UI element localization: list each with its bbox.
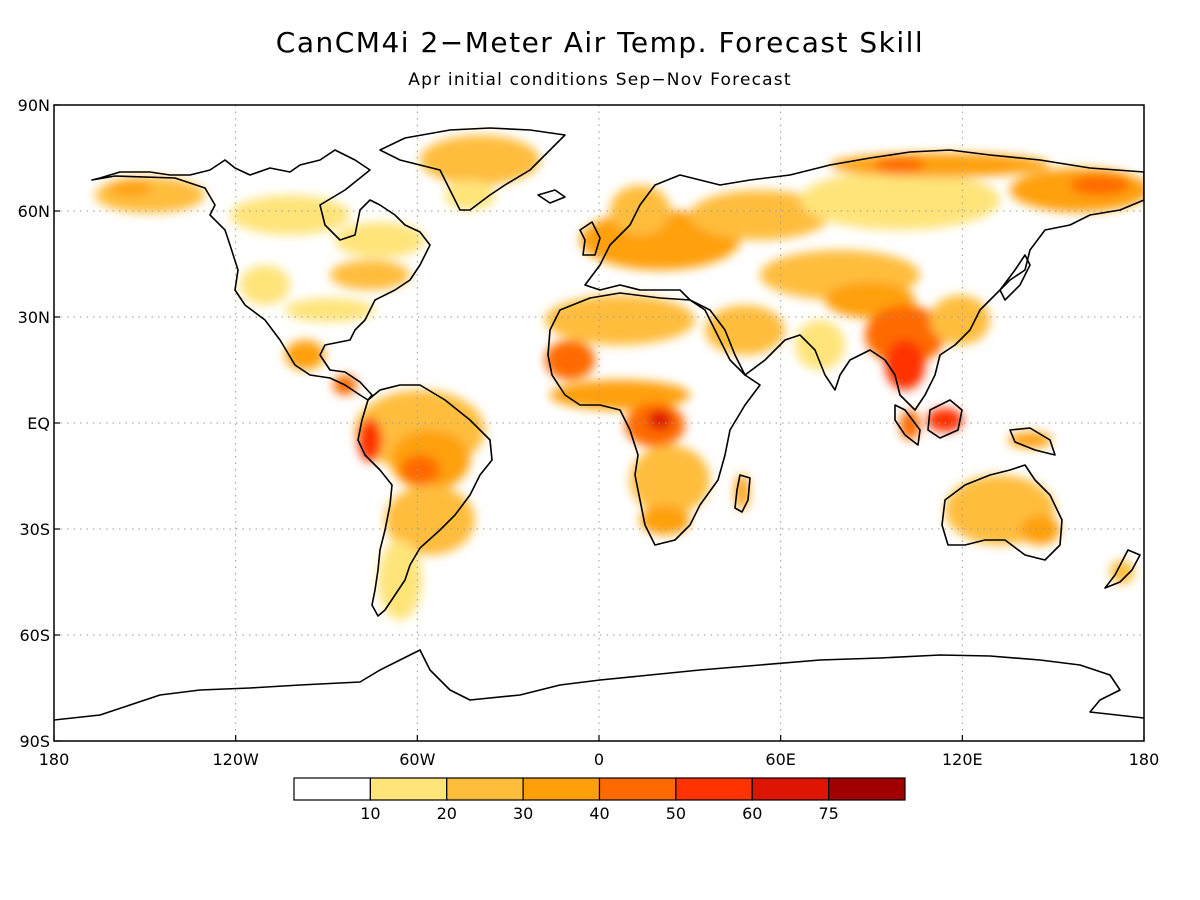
lon-tick-label: 120W (212, 750, 259, 769)
colorbar-swatch (369, 777, 448, 801)
skill-region-south-africa (640, 505, 690, 535)
lon-tick-label: 60E (765, 750, 795, 769)
skill-region-indochina (885, 340, 925, 390)
skill-region-greenland-south (445, 180, 495, 210)
skill-region-congo-core (648, 410, 672, 430)
skill-region-borneo (927, 408, 963, 432)
skill-fill-layer (95, 135, 1144, 620)
colorbar-label: 60 (742, 804, 762, 823)
skill-region-sumatra (900, 410, 920, 440)
lon-tick-label: 0 (594, 750, 604, 769)
skill-region-western-usa (240, 265, 290, 305)
colorbar (293, 777, 906, 801)
coastline-sumatra (894, 404, 921, 446)
skill-region-india (795, 320, 845, 370)
lat-tick-label: 60S (19, 626, 50, 645)
map-subtitle: Apr initial conditions Sep−Nov Forecast (408, 70, 792, 90)
coastline-japan (999, 254, 1031, 301)
colorbar-swatch (293, 777, 371, 801)
skill-region-amazon-core (400, 455, 440, 485)
coastline-uk (579, 221, 601, 256)
coastline-north-america (91, 149, 431, 401)
skill-region-greenland (420, 135, 540, 185)
skill-region-great-lakes (330, 260, 410, 290)
coastline-antarctica (54, 649, 1144, 721)
skill-region-new-zealand (1110, 560, 1134, 584)
skill-region-arctic-russia (830, 153, 1050, 177)
lon-tick-label: 120E (942, 750, 983, 769)
coastline-south-america (357, 384, 493, 617)
lat-tick-label: EQ (27, 414, 50, 433)
skill-region-east-china (930, 295, 990, 345)
skill-region-west-africa (545, 340, 595, 380)
lat-tick-label: 60N (18, 202, 50, 221)
coastline-iceland (537, 189, 566, 204)
colorbar-swatch (751, 777, 830, 801)
lon-tick-label: 60W (399, 750, 435, 769)
coastline-borneo (927, 399, 963, 439)
lat-tick-label: 90N (18, 96, 50, 115)
skill-region-brazil-south (385, 485, 475, 555)
coastline-new-guinea (1009, 427, 1056, 456)
skill-region-taymyr (875, 157, 925, 173)
skill-region-argentina (378, 540, 422, 620)
skill-region-scandinavia (610, 185, 670, 235)
skill-region-russia-west (690, 190, 830, 240)
coastline-australia (941, 464, 1063, 561)
skill-region-eastern-canada (335, 222, 425, 258)
colorbar-swatch (828, 777, 906, 801)
skill-region-south-china (865, 305, 945, 365)
colorbar-swatch (522, 777, 601, 801)
coastline-new-zealand (1104, 549, 1141, 589)
colorbar-label: 50 (666, 804, 686, 823)
coastline-greenland (379, 127, 566, 211)
skill-region-southern-africa (630, 445, 710, 515)
colorbar-label: 30 (513, 804, 533, 823)
latitude-axis-labels: 90N 60N 30N EQ 30S 60S 90S (18, 96, 60, 751)
coastline-eurasia (584, 149, 1144, 411)
colorbar-swatch (675, 777, 753, 801)
colorbar-label: 40 (589, 804, 609, 823)
lat-tick-label: 30N (18, 308, 50, 327)
map-title: CanCM4i 2−Meter Air Temp. Forecast Skill (275, 26, 925, 59)
colorbar-label: 75 (818, 804, 838, 823)
colorbar-label: 20 (437, 804, 457, 823)
skill-region-alaska-core (108, 180, 152, 196)
coastline-madagascar (734, 474, 751, 513)
lon-tick-label: 180 (39, 750, 70, 769)
colorbar-label: 10 (360, 804, 380, 823)
lat-tick-label: 30S (19, 520, 50, 539)
skill-region-mexico (285, 340, 325, 370)
skill-region-australia-east (1020, 515, 1060, 545)
colorbar-swatch (446, 777, 524, 801)
skill-region-siberia (800, 170, 1000, 230)
skill-region-middle-east (705, 305, 785, 355)
coastlines (54, 127, 1144, 721)
skill-region-north-africa (545, 295, 695, 345)
map-canvas (54, 105, 1144, 741)
skill-region-sahel (550, 380, 690, 410)
colorbar-swatch (598, 777, 677, 801)
skill-region-southern-usa (285, 298, 375, 322)
lat-tick-label: 90S (19, 732, 50, 751)
skill-region-far-east-core (1070, 175, 1130, 195)
colorbar-labels: 10 20 30 40 50 60 75 (360, 804, 839, 823)
lon-tick-label: 180 (1129, 750, 1160, 769)
skill-region-canada (230, 195, 350, 235)
longitude-axis-labels: 180 120W 60W 0 60E 120E 180 (39, 735, 1160, 769)
